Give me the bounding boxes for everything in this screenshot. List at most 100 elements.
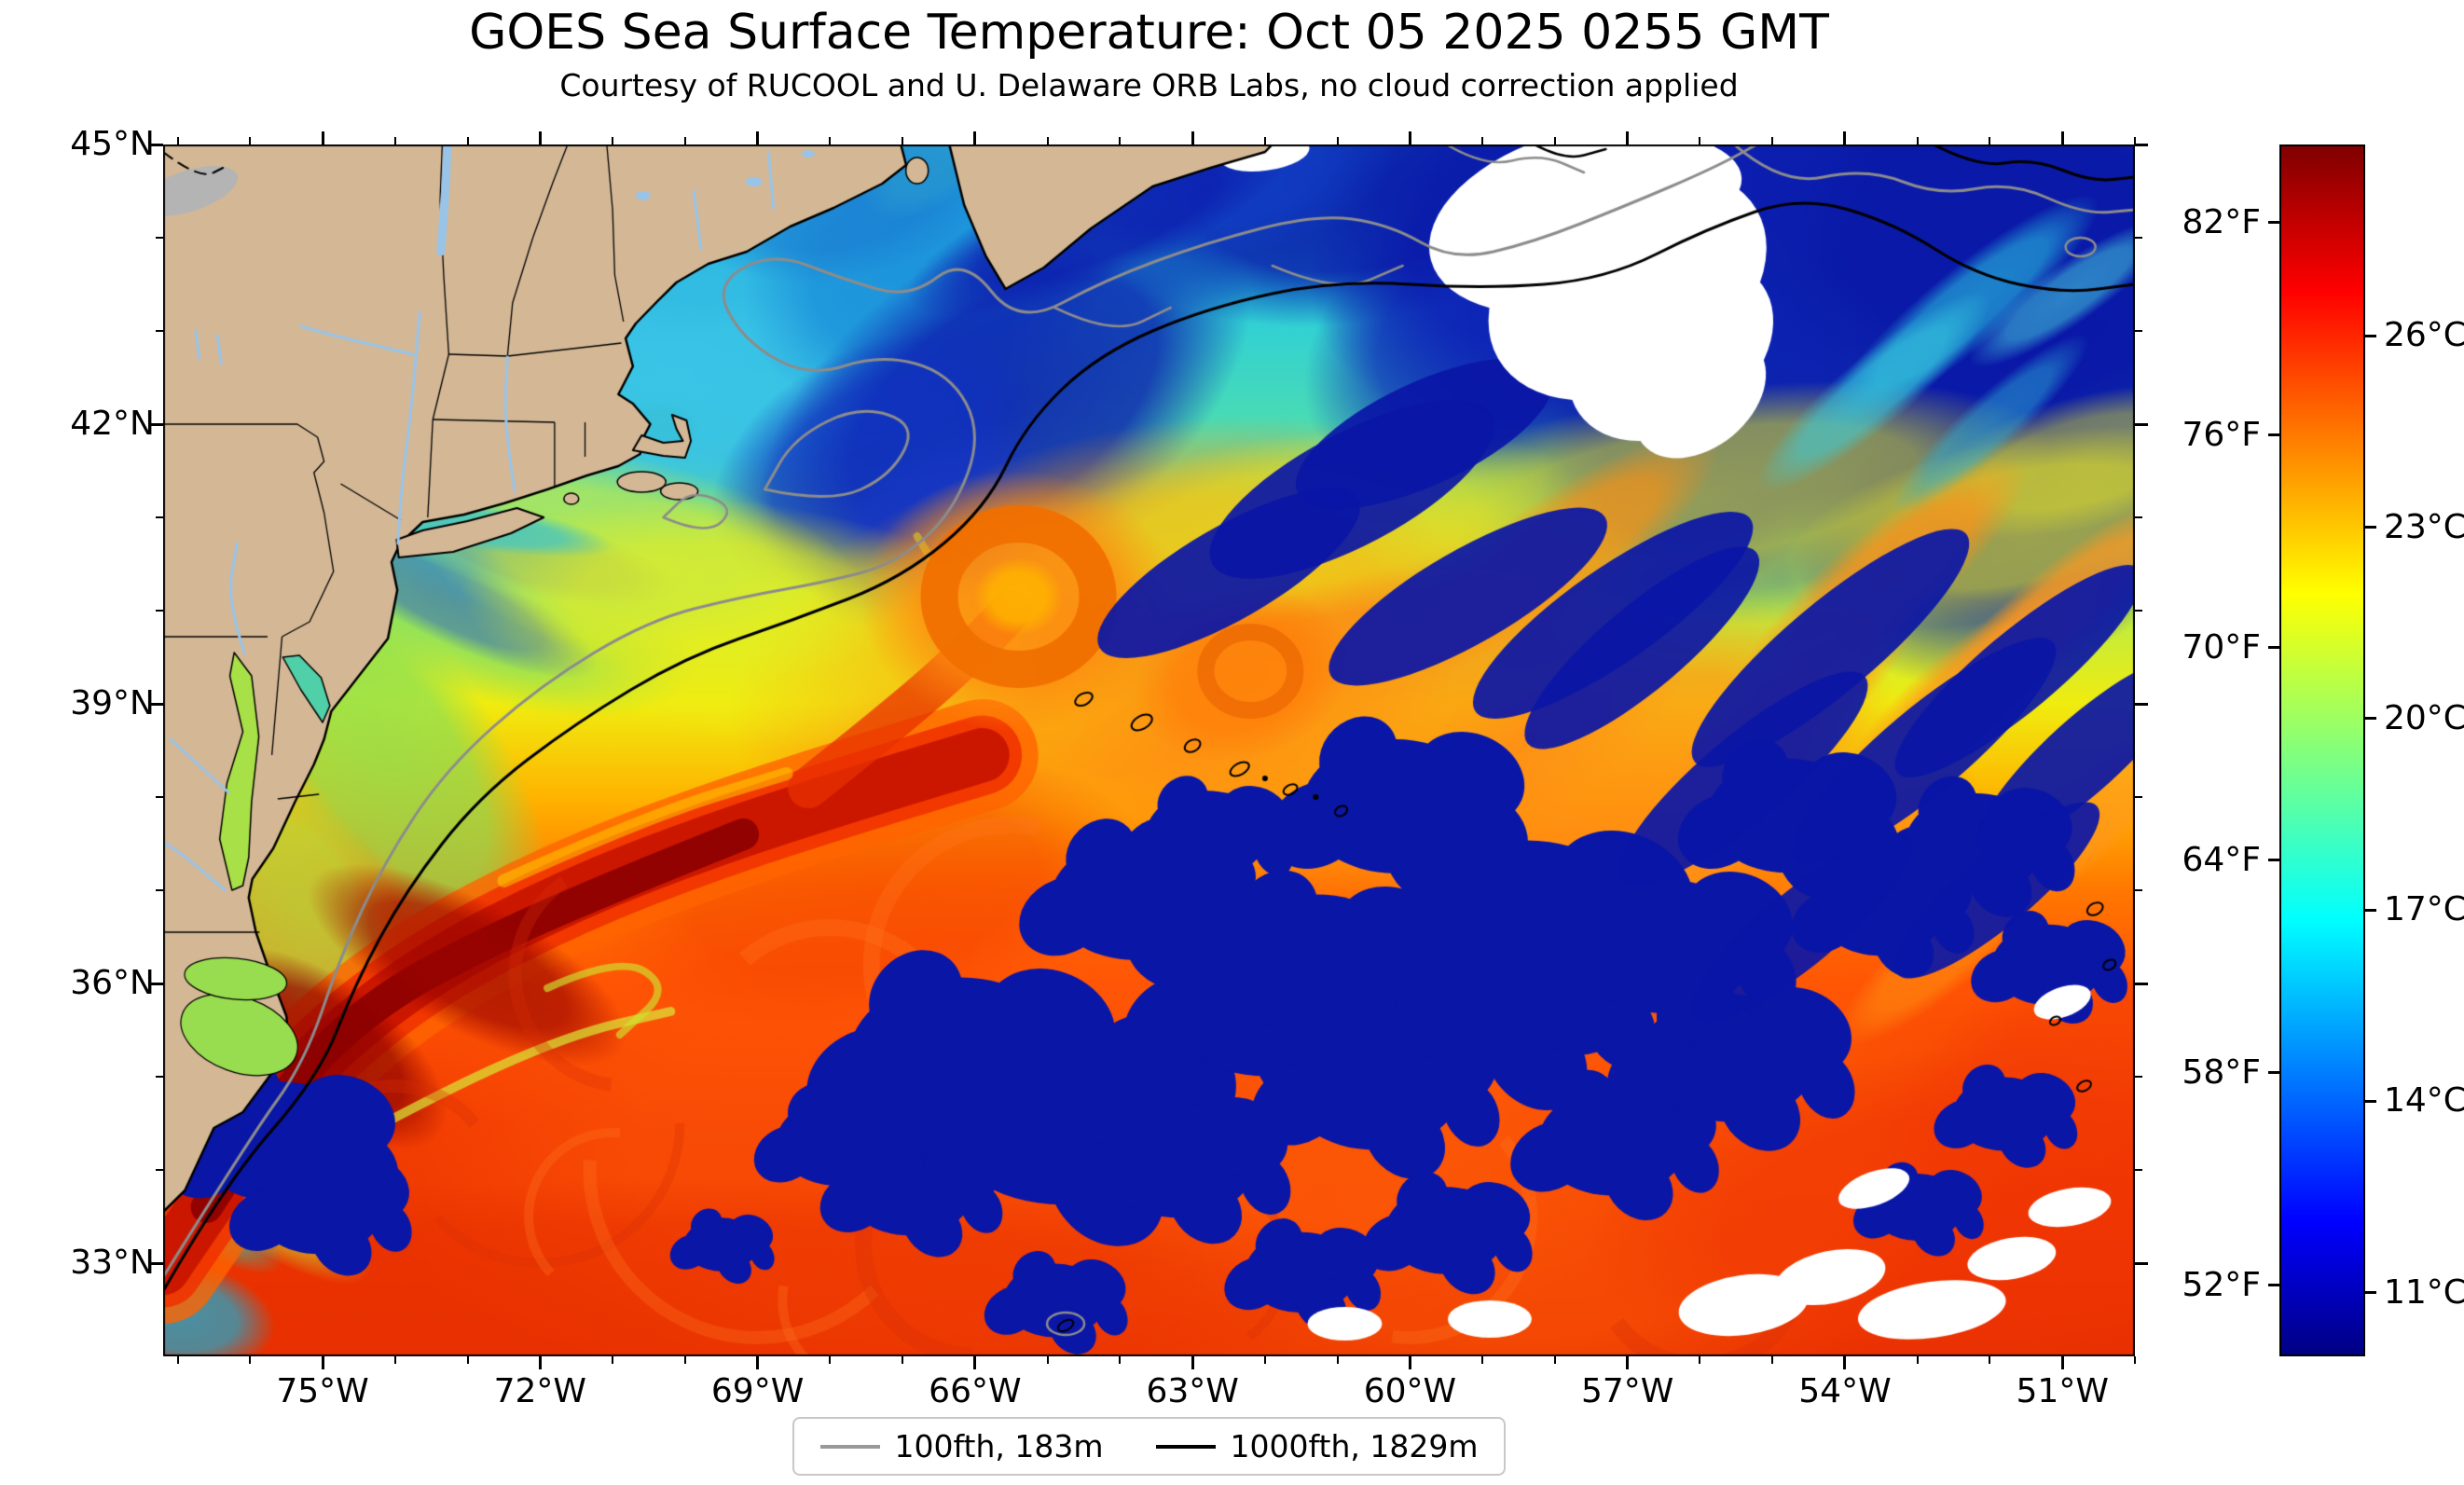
axis-tick bbox=[156, 237, 163, 239]
axis-tick bbox=[2268, 1071, 2279, 1075]
contour-legend: 100fth, 183m 1000fth, 1829m bbox=[792, 1417, 1507, 1476]
x-tick-label: 57°W bbox=[1580, 1372, 1674, 1410]
colorbar-c-tick-label: 14°C bbox=[2384, 1081, 2464, 1121]
axis-tick bbox=[2135, 982, 2148, 985]
axis-tick bbox=[150, 143, 163, 146]
x-tick-label: 75°W bbox=[276, 1372, 369, 1410]
x-tick-label: 66°W bbox=[929, 1372, 1022, 1410]
axis-tick bbox=[2135, 889, 2142, 891]
axis-tick bbox=[902, 137, 904, 144]
axis-tick bbox=[2268, 859, 2279, 862]
axis-tick bbox=[1191, 131, 1194, 144]
axis-tick bbox=[156, 516, 163, 518]
axis-tick bbox=[393, 137, 396, 144]
axis-tick bbox=[156, 889, 163, 891]
axis-tick bbox=[466, 137, 469, 144]
axis-tick bbox=[2060, 131, 2064, 144]
axis-tick bbox=[2134, 137, 2136, 144]
axis-tick bbox=[2135, 610, 2142, 612]
axis-tick bbox=[2135, 237, 2142, 239]
x-tick-label: 51°W bbox=[2016, 1372, 2109, 1410]
axis-tick bbox=[466, 1356, 469, 1364]
y-tick-label: 36°N bbox=[70, 964, 155, 1002]
axis-tick bbox=[156, 796, 163, 798]
figure-subtitle: Courtesy of RUCOOL and U. Delaware ORB L… bbox=[559, 67, 1739, 103]
axis-tick bbox=[2060, 1356, 2064, 1369]
legend-label-1000fth: 1000fth, 1829m bbox=[1230, 1428, 1479, 1464]
axis-tick bbox=[393, 1356, 396, 1364]
axis-tick bbox=[1336, 1356, 1339, 1364]
axis-tick bbox=[1771, 1356, 1774, 1364]
sst-map-image bbox=[163, 144, 2135, 1356]
axis-tick bbox=[2365, 1291, 2376, 1295]
axis-tick bbox=[2365, 1099, 2376, 1103]
axis-tick bbox=[1046, 1356, 1049, 1364]
axis-tick bbox=[1119, 137, 1122, 144]
axis-tick bbox=[1989, 1356, 1991, 1364]
axis-tick bbox=[1191, 1356, 1194, 1369]
y-tick-label: 39°N bbox=[70, 684, 155, 722]
axis-tick bbox=[2365, 908, 2376, 912]
axis-tick bbox=[2268, 1284, 2279, 1287]
axis-tick bbox=[321, 1356, 324, 1369]
axis-tick bbox=[2268, 221, 2279, 225]
axis-tick bbox=[1408, 131, 1411, 144]
axis-tick bbox=[1263, 1356, 1266, 1364]
x-tick-label: 63°W bbox=[1146, 1372, 1239, 1410]
axis-tick bbox=[1553, 1356, 1556, 1364]
axis-tick bbox=[1989, 137, 1991, 144]
axis-tick bbox=[156, 1169, 163, 1171]
axis-tick bbox=[2135, 330, 2142, 332]
legend-label-100fth: 100fth, 183m bbox=[894, 1428, 1104, 1464]
axis-tick bbox=[756, 131, 760, 144]
colorbar bbox=[2279, 144, 2365, 1356]
axis-tick bbox=[2135, 796, 2142, 798]
axis-tick bbox=[1336, 137, 1339, 144]
axis-tick bbox=[538, 131, 542, 144]
axis-tick bbox=[683, 137, 686, 144]
axis-tick bbox=[150, 422, 163, 426]
axis-tick bbox=[973, 1356, 977, 1369]
axis-tick bbox=[612, 137, 614, 144]
x-tick-label: 54°W bbox=[1798, 1372, 1892, 1410]
axis-tick bbox=[156, 610, 163, 612]
y-tick-label: 42°N bbox=[70, 405, 155, 443]
axis-tick bbox=[2365, 526, 2376, 529]
axis-tick bbox=[1843, 1356, 1847, 1369]
axis-tick bbox=[2365, 334, 2376, 337]
axis-tick bbox=[902, 1356, 904, 1364]
x-tick-label: 72°W bbox=[493, 1372, 587, 1410]
legend-line-1000fth-icon bbox=[1155, 1444, 1216, 1449]
x-tick-label: 69°W bbox=[710, 1372, 805, 1410]
axis-tick bbox=[1119, 1356, 1122, 1364]
axis-tick bbox=[150, 702, 163, 706]
axis-tick bbox=[249, 1356, 252, 1364]
axis-tick bbox=[1771, 137, 1774, 144]
axis-tick bbox=[1263, 137, 1266, 144]
axis-tick bbox=[1916, 137, 1919, 144]
axis-tick bbox=[1046, 137, 1049, 144]
axis-tick bbox=[2135, 702, 2148, 706]
axis-tick bbox=[156, 1076, 163, 1078]
axis-tick bbox=[756, 1356, 760, 1369]
colorbar-c-tick-label: 11°C bbox=[2384, 1272, 2464, 1312]
axis-tick bbox=[150, 982, 163, 985]
axis-tick bbox=[1699, 1356, 1701, 1364]
axis-tick bbox=[1916, 1356, 1919, 1364]
axis-tick bbox=[1843, 131, 1847, 144]
axis-tick bbox=[2134, 1356, 2136, 1364]
axis-tick bbox=[2268, 646, 2279, 650]
axis-tick bbox=[1626, 1356, 1630, 1369]
axis-tick bbox=[2135, 143, 2148, 146]
axis-tick bbox=[2135, 516, 2142, 518]
axis-tick bbox=[973, 131, 977, 144]
axis-tick bbox=[1481, 1356, 1484, 1364]
axis-tick bbox=[176, 1356, 179, 1364]
axis-tick bbox=[176, 137, 179, 144]
colorbar-c-tick-label: 26°C bbox=[2384, 316, 2464, 355]
axis-tick bbox=[321, 131, 324, 144]
legend-line-100fth-icon bbox=[819, 1444, 880, 1449]
axis-tick bbox=[150, 1261, 163, 1265]
axis-tick bbox=[2365, 717, 2376, 721]
